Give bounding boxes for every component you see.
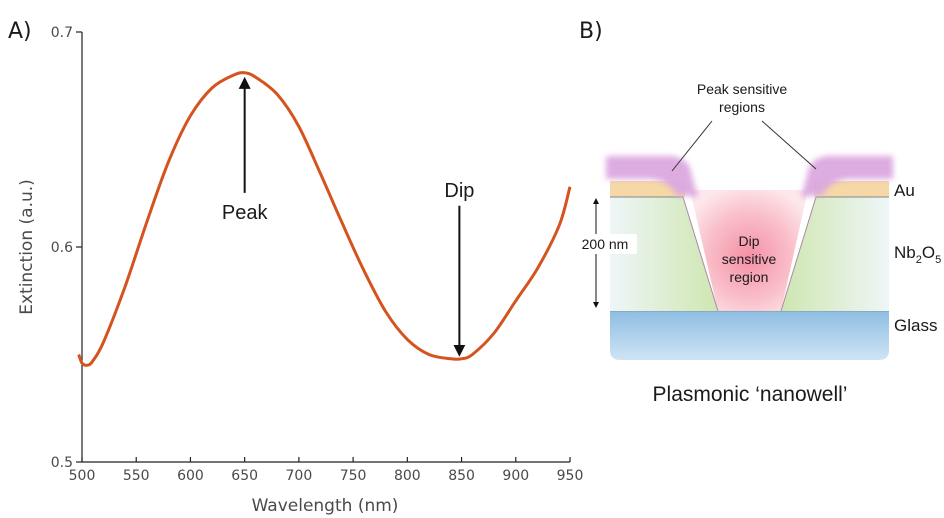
- nanowell-diagram: Peak sensitive regions Dip sensitive reg…: [577, 81, 941, 406]
- well-left-wall: [682, 196, 719, 312]
- au-label: Au: [894, 181, 915, 200]
- thickness-label: 200 nm: [582, 236, 629, 252]
- dip-sensitive-region: [690, 190, 808, 311]
- extinction-chart: 0.5 0.6 0.7 500 550 600 650 700 750 800 850 900 950…: [17, 25, 583, 516]
- peak-region-right: [801, 156, 893, 197]
- x-axis-label: Wavelength (nm): [252, 496, 399, 516]
- annotations: Peak Dip: [222, 76, 474, 357]
- x-tick-label: 850: [448, 468, 475, 484]
- y-tick-label: 0.5: [51, 455, 73, 471]
- extinction-series-line: [77, 71, 572, 367]
- x-tick-label: 550: [123, 468, 150, 484]
- nb2o5-label: Nb2O5: [894, 243, 941, 266]
- thickness-label-bg: [577, 234, 637, 254]
- panel-a-label: A): [8, 19, 32, 44]
- peak-annotation: Peak: [222, 202, 269, 224]
- o-text: O: [922, 243, 935, 262]
- nb2o5-left-block: [610, 197, 718, 311]
- x-tick-label: 900: [502, 468, 529, 484]
- au-layer-left: [610, 181, 685, 197]
- y-tick-label: 0.7: [51, 25, 73, 41]
- x-tick-label: 750: [340, 468, 367, 484]
- nb-text: Nb: [894, 243, 916, 262]
- diagram-caption: Plasmonic ‘nanowell’: [653, 383, 848, 406]
- peak-pointer-left: [671, 120, 713, 172]
- peak-region-left: [606, 156, 698, 197]
- dip-annotation: Dip: [444, 180, 474, 202]
- well-right-wall: [780, 196, 817, 312]
- y-axis-label: Extinction (a.u.): [17, 179, 37, 315]
- au-layer-right: [814, 181, 889, 197]
- nb-subscript: 2: [916, 254, 922, 266]
- x-tick-label: 500: [69, 468, 96, 484]
- glass-label: Glass: [894, 316, 937, 335]
- x-tick-label: 800: [394, 468, 421, 484]
- x-tick-label: 950: [557, 468, 584, 484]
- glass-layer: [610, 311, 889, 360]
- x-tick-label: 700: [286, 468, 313, 484]
- y-tick-label: 0.6: [51, 240, 73, 256]
- dip-label-line3: region: [730, 269, 769, 285]
- peak-pointer-right: [761, 120, 817, 170]
- x-tick-label: 650: [231, 468, 258, 484]
- peak-sensitive-label-line2: regions: [719, 99, 765, 115]
- x-tick-label: 600: [177, 468, 204, 484]
- o-subscript: 5: [935, 254, 941, 266]
- peak-sensitive-label-line1: Peak sensitive: [697, 81, 787, 97]
- panel-b-label: B): [579, 19, 603, 44]
- x-ticks: 500 550 600 650 700 750 800 850 900 950: [69, 457, 584, 484]
- nb2o5-right-block: [781, 197, 889, 311]
- dip-label-line1: Dip: [738, 233, 759, 249]
- y-ticks: 0.5 0.6 0.7: [51, 25, 82, 471]
- dip-label-line2: sensitive: [722, 251, 777, 267]
